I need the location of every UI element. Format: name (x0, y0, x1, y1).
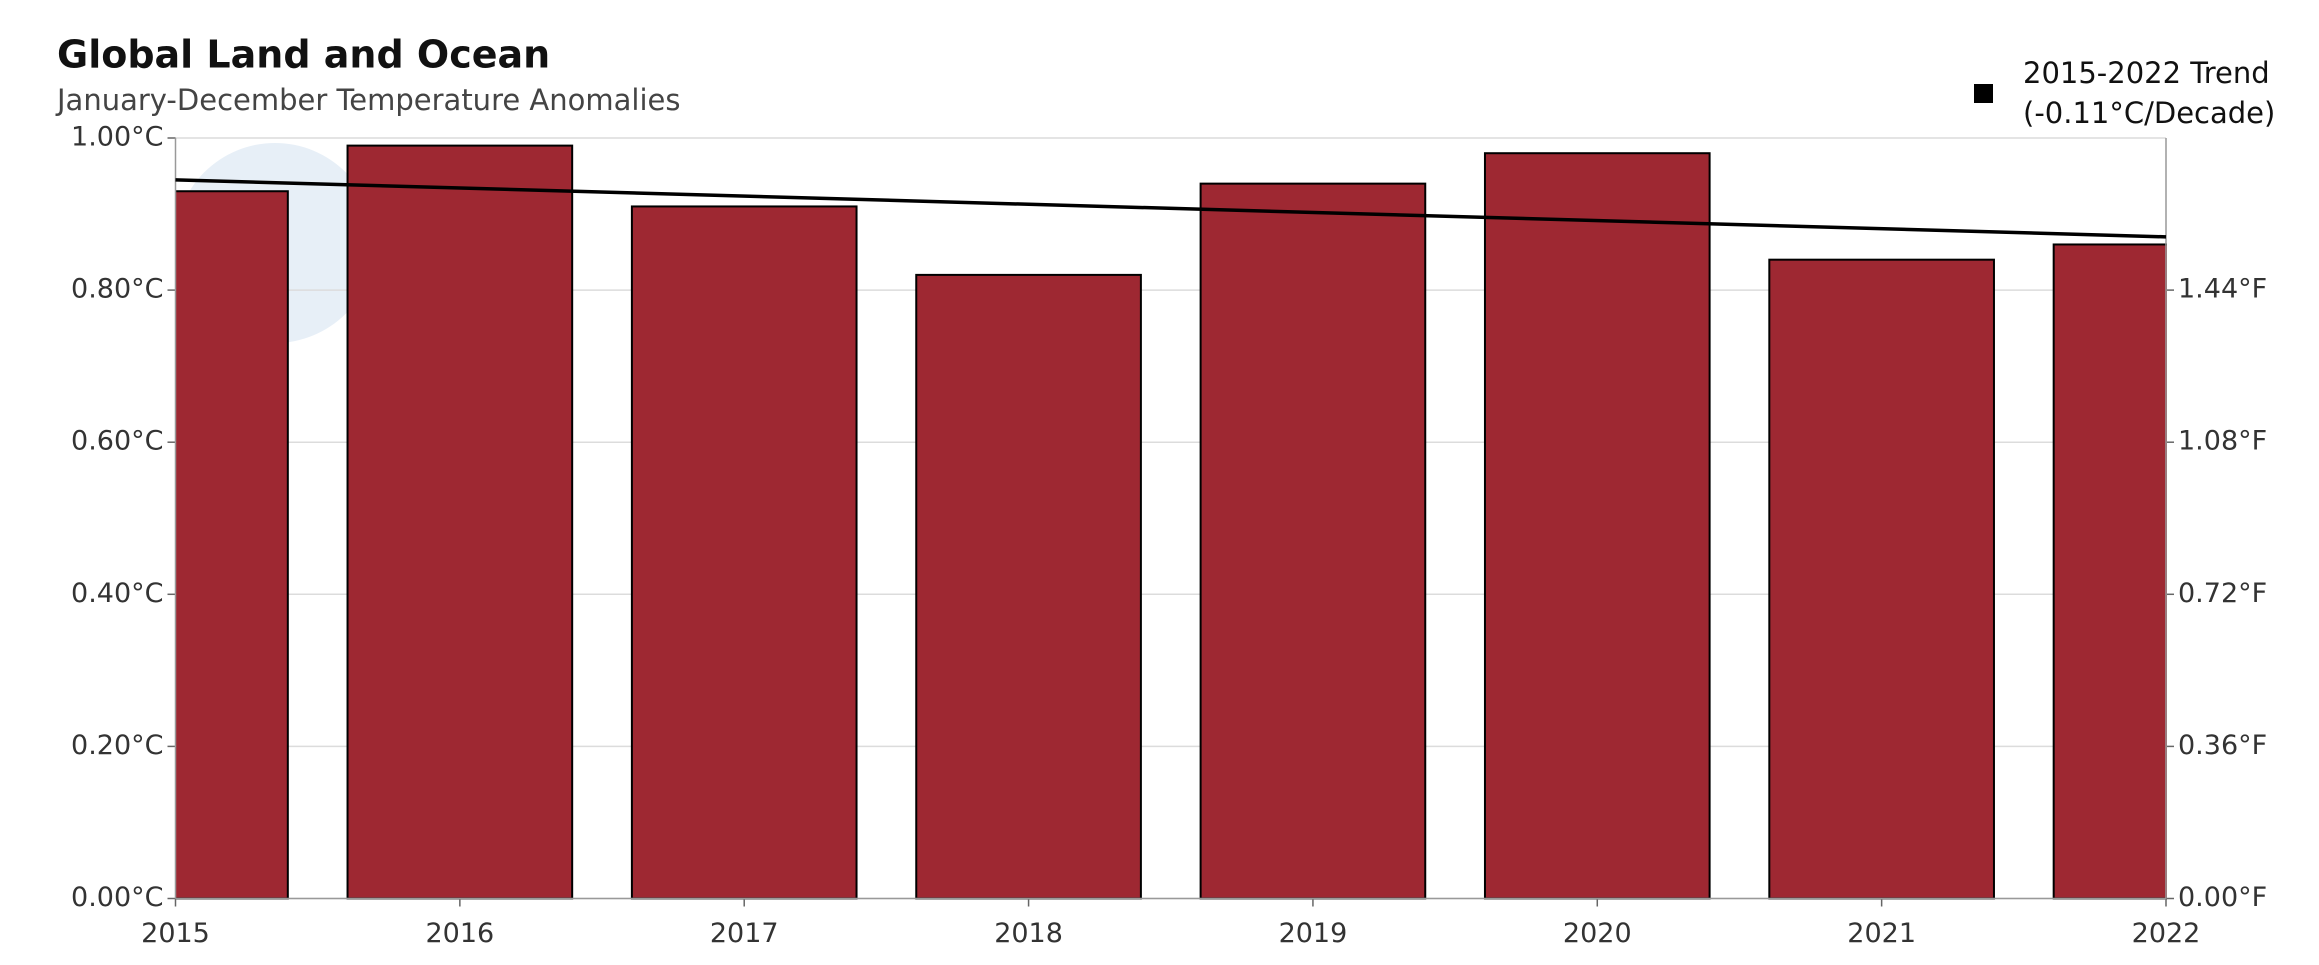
bar (1483, 152, 1711, 900)
trend-line (175, 178, 2167, 239)
y-tick-label: 0.80°C (71, 274, 163, 305)
y-tick-label: 0.20°C (71, 730, 163, 761)
bars (175, 144, 2167, 900)
x-tick-label: 2019 (1279, 918, 1348, 949)
foreground: 0.00°C 0.20°C 0.40°C 0.60°C 0.80°C 1.00°C 0.00… (71, 56, 2275, 949)
x-tick-label: 2018 (994, 918, 1063, 949)
x-tick-label: 2016 (425, 918, 494, 949)
bar (346, 144, 574, 900)
chart-subtitle: January-December Temperature Anomalies (55, 83, 680, 117)
x-tick-label: 2021 (1847, 918, 1916, 949)
y2-tick-label: 1.08°F (2178, 426, 2267, 457)
x-tick-label: 2017 (710, 918, 779, 949)
y-tick-label: 0.40°C (71, 578, 163, 609)
x-tick-label: 2022 (2132, 918, 2201, 949)
y-tick-label: 0.60°C (71, 426, 163, 457)
legend-note: (-0.11°C/Decade) (2023, 96, 2275, 130)
bar (1199, 182, 1427, 900)
y-tick-label: 0.00°C (71, 882, 163, 913)
y-tick-label: 1.00°C (71, 122, 163, 153)
legend-label: 2015-2022 Trend (2023, 56, 2270, 90)
x-tick-label: 2015 (141, 918, 210, 949)
y2-tick-label: 0.36°F (2178, 730, 2267, 761)
bar (915, 273, 1142, 900)
y2-tick-label: 0.00°F (2178, 882, 2267, 913)
bar (2052, 243, 2167, 900)
y2-tick-label: 0.72°F (2178, 578, 2267, 609)
y2-tick-label: 1.44°F (2178, 274, 2267, 305)
chart-title: Global Land and Ocean (57, 33, 550, 77)
x-tick-label: 2020 (1563, 918, 1632, 949)
bar (630, 205, 858, 900)
legend-swatch (1974, 84, 1993, 103)
bar (1768, 258, 1995, 900)
